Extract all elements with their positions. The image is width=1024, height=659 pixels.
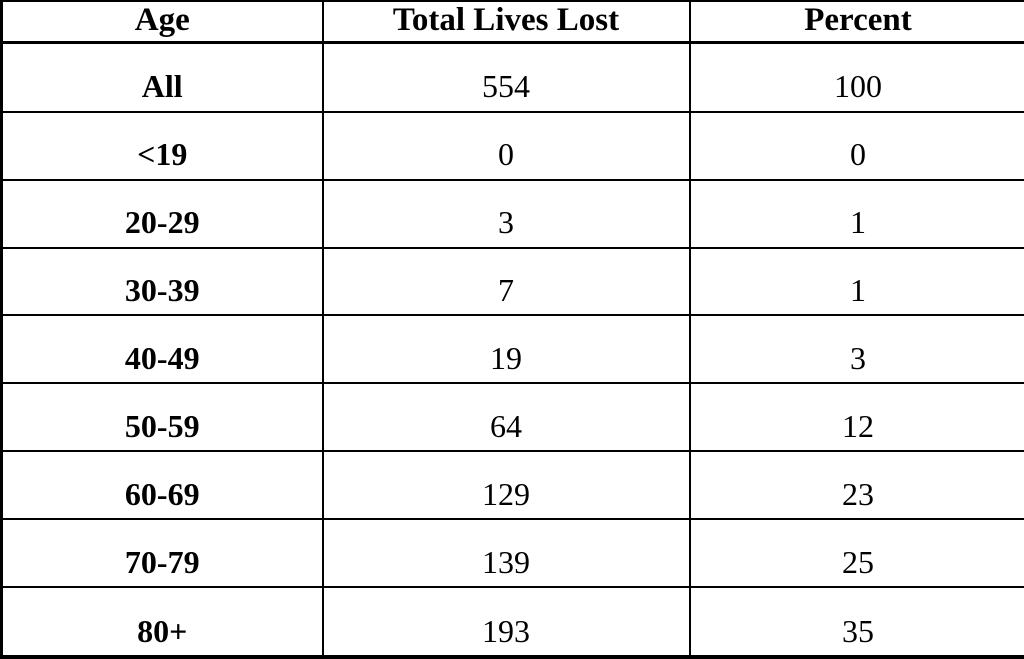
percent-cell: 23 (688, 450, 1024, 521)
table-row: 60-69 129 23 (0, 450, 1024, 521)
total-cell: 139 (321, 518, 691, 589)
total-cell: 129 (321, 450, 691, 521)
total-cell: 64 (321, 382, 691, 453)
percent-cell: 100 (688, 41, 1024, 113)
total-cell: 7 (321, 246, 691, 317)
percent-cell: 0 (688, 110, 1024, 181)
header-cell-age: Age (0, 0, 324, 45)
table-row: 20-29 3 1 (0, 178, 1024, 249)
age-cell: 60-69 (0, 450, 324, 521)
percent-cell: 3 (688, 314, 1024, 385)
header-cell-total-lives-lost: Total Lives Lost (321, 0, 691, 45)
age-cell: 70-79 (0, 518, 324, 589)
header-row: Age Total Lives Lost Percent (0, 0, 1024, 45)
age-cell: 80+ (0, 586, 324, 658)
table-row: 30-39 7 1 (0, 246, 1024, 317)
table-row: 80+ 193 35 (0, 586, 1024, 658)
age-cell: 50-59 (0, 382, 324, 453)
table-body: All 554 100 <19 0 0 20-29 3 1 30-39 7 1 … (0, 41, 1024, 658)
total-cell: 19 (321, 314, 691, 385)
total-cell: 554 (321, 41, 691, 113)
header-cell-percent: Percent (688, 0, 1024, 45)
table-row: 40-49 19 3 (0, 314, 1024, 385)
age-cell: 30-39 (0, 246, 324, 317)
age-cell: <19 (0, 110, 324, 181)
total-cell: 3 (321, 178, 691, 249)
table-row: 70-79 139 25 (0, 518, 1024, 589)
percent-cell: 25 (688, 518, 1024, 589)
table-header: Age Total Lives Lost Percent (0, 0, 1024, 45)
table-row: 50-59 64 12 (0, 382, 1024, 453)
total-cell: 193 (321, 586, 691, 658)
percent-cell: 35 (688, 586, 1024, 658)
age-cell: 20-29 (0, 178, 324, 249)
age-cell: All (0, 41, 324, 113)
total-cell: 0 (321, 110, 691, 181)
table-row: All 554 100 (0, 41, 1024, 113)
percent-cell: 12 (688, 382, 1024, 453)
age-cell: 40-49 (0, 314, 324, 385)
table-row: <19 0 0 (0, 110, 1024, 181)
percent-cell: 1 (688, 246, 1024, 317)
percent-cell: 1 (688, 178, 1024, 249)
